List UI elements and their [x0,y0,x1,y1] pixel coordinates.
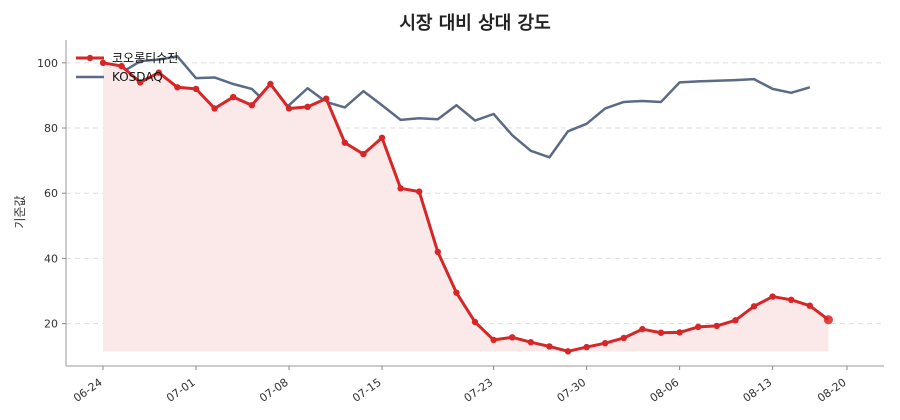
data-point-38 [806,302,813,309]
x-tick-label-07-30: 07-30 [555,376,589,405]
data-point-23 [527,339,534,346]
x-tick-label-08-20: 08-20 [815,376,849,405]
data-point-34 [732,317,739,324]
legend-label-0: 코오롱티슈진 [112,51,178,65]
legend-marker-0 [86,54,94,62]
y-tick-label-20: 20 [44,318,58,331]
data-point-37 [788,296,795,304]
chart-title: 시장 대비 상대 강도 [399,13,550,34]
x-tick-label-06-24: 06-24 [71,376,105,405]
data-point-14 [360,150,367,158]
data-point-5 [192,85,200,93]
series-layer [99,55,834,355]
data-point-30 [657,329,665,336]
y-tick-label-40: 40 [44,252,58,265]
data-point-19 [453,289,460,296]
data-point-27 [602,339,609,347]
data-point-17 [416,188,423,195]
data-point-39 [823,315,834,325]
data-point-21 [490,336,497,344]
data-point-7 [230,93,237,101]
y-tick-label-80: 80 [44,122,58,135]
data-point-16 [397,185,404,192]
data-point-31 [676,329,683,336]
x-tick-labels: 06-24 07-01 07-08 07-15 07-23 07-30 08-06 08-13… [71,376,849,405]
data-point-0 [99,59,107,67]
x-tick-label-07-23: 07-23 [462,376,496,405]
data-point-4 [174,84,181,91]
data-point-8 [248,102,255,109]
data-point-10 [285,105,293,112]
y-tick-labels: 20 40 60 80 100 [37,57,58,331]
data-point-26 [583,343,590,351]
data-point-24 [546,343,553,350]
y-tick-label-60: 60 [44,187,58,200]
series-line-primary [102,61,830,353]
data-point-13 [341,139,348,146]
data-point-33 [713,322,720,330]
data-point-1 [118,62,125,70]
legend-label-1: KOSDAQ [112,70,163,84]
data-point-2 [137,79,144,86]
legend: 코오롱티슈진 KOSDAQ [76,51,178,84]
x-tick-label-08-06: 08-06 [648,376,682,405]
data-point-3 [155,69,162,76]
data-point-11 [304,103,311,111]
data-point-22 [509,334,516,341]
data-point-12 [323,95,330,102]
data-point-25 [564,348,572,355]
data-point-18 [434,248,441,256]
data-point-20 [471,318,479,326]
series-area-primary [103,62,829,352]
data-point-28 [620,334,627,342]
y-tick-label-100: 100 [37,57,58,70]
series-line-kosdaq [102,55,811,159]
data-point-6 [211,105,218,112]
x-tick-label-07-15: 07-15 [350,376,384,405]
y-axis-label: 기준값 [13,195,27,228]
data-point-29 [639,325,646,333]
data-point-36 [769,293,776,300]
x-tick-label-08-13: 08-13 [741,376,775,405]
x-tick-label-07-08: 07-08 [257,376,291,405]
data-point-15 [378,134,386,141]
axes [62,40,884,370]
data-point-9 [267,80,274,88]
data-point-35 [750,303,758,310]
x-tick-label-07-01: 07-01 [164,376,198,405]
data-point-32 [695,323,702,331]
